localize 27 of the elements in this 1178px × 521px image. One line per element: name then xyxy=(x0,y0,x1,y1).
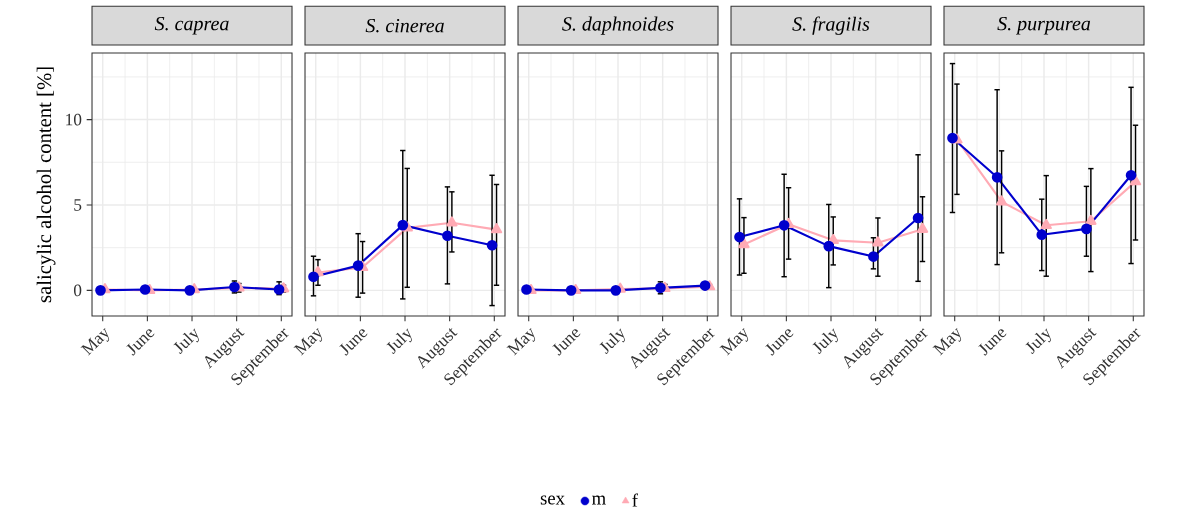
x-tick-label: May xyxy=(506,327,536,356)
legend-title: sex xyxy=(540,495,565,505)
legend-label: m xyxy=(592,495,606,505)
y-tick-label: 0 xyxy=(73,284,82,297)
y-tick-label: 5 xyxy=(74,199,82,211)
x-tick-label: May xyxy=(719,327,749,356)
x-tick-label: July xyxy=(812,328,838,355)
x-tick-label: June xyxy=(978,329,1007,356)
chart-title: S. cinerea xyxy=(365,18,444,33)
y-tick-label: 10 xyxy=(66,113,82,126)
x-tick-label: June xyxy=(552,329,581,356)
x-tick-label: July xyxy=(173,328,199,355)
x-tick-label: July xyxy=(386,328,412,355)
chart-title: S. fragilis xyxy=(792,16,870,35)
x-tick-label: May xyxy=(80,327,110,356)
x-tick-label: June xyxy=(339,329,368,356)
x-tick-label: June xyxy=(765,329,794,356)
chart-title: S. daphnoides xyxy=(562,16,674,35)
chart-title: S. caprea xyxy=(154,16,229,35)
x-tick-label: May xyxy=(932,327,962,356)
x-tick-label: July xyxy=(599,328,625,355)
y-axis-title: salicylic alcohol content [%] xyxy=(36,67,56,303)
chart-title: S. purpurea xyxy=(997,16,1091,35)
legend-label: f xyxy=(632,493,638,507)
x-tick-label: May xyxy=(293,327,323,356)
x-tick-label: June xyxy=(126,329,155,356)
x-tick-label: July xyxy=(1025,328,1051,355)
